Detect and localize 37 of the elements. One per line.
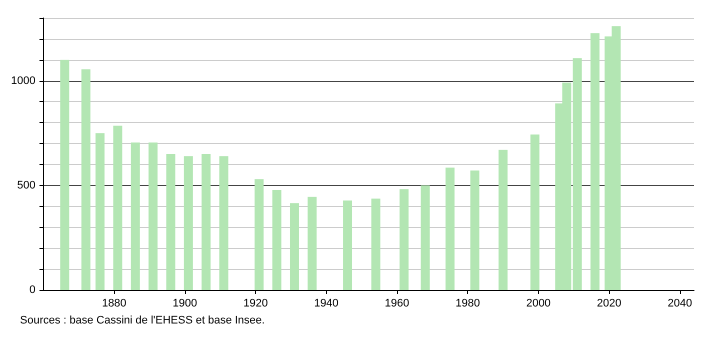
bar: [290, 203, 299, 290]
x-tick-label: 1920: [243, 298, 268, 310]
x-tick-label: 1880: [102, 298, 126, 310]
bar: [254, 179, 264, 290]
bar: [498, 150, 508, 290]
bar: [113, 126, 122, 290]
y-tick-label: 1000: [10, 74, 36, 87]
bar: [202, 154, 211, 290]
bar: [420, 185, 430, 290]
x-tick-label: 2000: [526, 298, 551, 310]
bar: [96, 133, 105, 290]
bar: [572, 58, 582, 290]
bar: [308, 196, 317, 290]
x-tick-label: 2020: [596, 298, 622, 310]
x-tick-label: 1940: [314, 298, 339, 310]
bar: [60, 60, 70, 290]
y-tick-label: 500: [17, 179, 36, 192]
x-tick-label: 1900: [172, 298, 198, 310]
bar: [219, 156, 228, 290]
bar: [371, 198, 380, 290]
bar: [148, 142, 158, 290]
bar: [530, 134, 540, 290]
bar: [272, 190, 282, 290]
bar: [166, 154, 176, 290]
source-note: Sources : base Cassini de l'EHESS et base Insee.: [20, 314, 265, 326]
x-tick-label: 1980: [455, 298, 480, 310]
bar: [446, 168, 455, 290]
bar: [81, 69, 90, 290]
y-tick-label: 0: [29, 284, 36, 296]
bar: [343, 200, 352, 290]
bar: [184, 156, 193, 290]
bar: [130, 142, 140, 290]
bar: [590, 33, 600, 290]
bar: [400, 189, 409, 290]
x-tick-label: 1960: [384, 298, 410, 310]
x-tick-label: 2040: [668, 298, 692, 310]
bar: [470, 170, 480, 290]
